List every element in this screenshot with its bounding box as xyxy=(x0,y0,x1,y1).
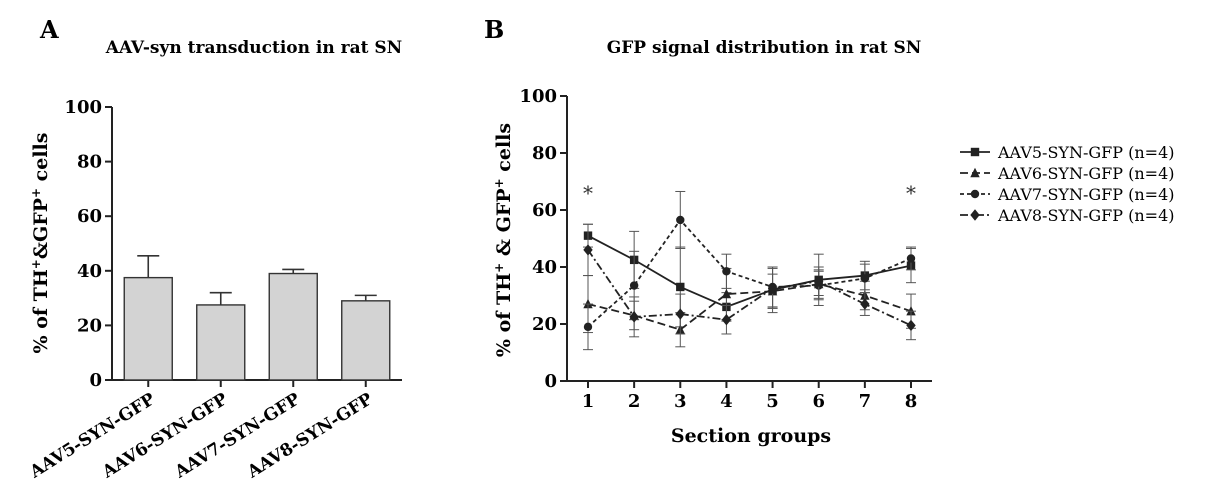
series-line xyxy=(587,234,912,308)
panel-b-series: * * xyxy=(583,181,916,351)
y-tick-label: 60 xyxy=(532,200,557,221)
y-tick-label: 80 xyxy=(77,152,102,173)
panel-b-axes: 0 20 40 60 80 100 1 2 3 4 5 6 7 8 xyxy=(519,86,932,412)
panel-b-legend: AAV5-SYN-GFP (n=4) AAV6-SYN-GFP (n=4) AAV7… xyxy=(960,143,1175,225)
y-tick-label: 40 xyxy=(77,261,102,282)
panel-b-title: GFP signal distribution in rat SN xyxy=(607,38,922,58)
ylabel-part: &GFP xyxy=(30,198,52,259)
data-point xyxy=(629,281,639,290)
data-point xyxy=(583,322,593,332)
y-tick-label: 0 xyxy=(544,371,557,392)
ylabel-part: % of TH xyxy=(30,269,52,353)
data-point xyxy=(675,308,685,320)
x-tick-label: 1 xyxy=(582,391,595,412)
panel-b: B GFP signal distribution in rat SN % of… xyxy=(484,15,1175,447)
x-tick-label: 5 xyxy=(766,391,779,412)
y-tick-label: 40 xyxy=(532,257,557,278)
bar xyxy=(123,276,173,381)
panel-a: A AAV-syn transduction in rat SN % of TH… xyxy=(26,15,403,483)
x-tick-label: AAV5-SYN-GFP xyxy=(26,389,159,483)
x-tick-label: AAV8-SYN-GFP xyxy=(243,389,376,483)
x-tick-label: 4 xyxy=(720,391,733,412)
data-point xyxy=(629,311,639,323)
y-tick-label: 20 xyxy=(532,314,557,335)
panel-a-y-axis-label: % of TH+&GFP+ cells xyxy=(29,133,52,354)
legend-marker xyxy=(970,209,980,221)
x-tick-label: 3 xyxy=(674,391,687,412)
data-point xyxy=(906,254,916,263)
data-point xyxy=(767,282,778,295)
legend-label: AAV8-SYN-GFP (n=4) xyxy=(997,206,1175,225)
bar xyxy=(196,304,246,381)
ylabel-superscript: + xyxy=(492,178,506,188)
series-4 xyxy=(583,223,916,341)
data-point xyxy=(814,275,824,287)
data-point xyxy=(860,298,870,310)
panel-a-axes: 0 20 40 60 80 100 AAV5-SYN-GFPAAV6-SYN-GFPAAV7… xyxy=(26,97,402,483)
ylabel-superscript: + xyxy=(29,188,43,198)
y-tick-label: 60 xyxy=(77,206,102,227)
y-tick-label: 80 xyxy=(532,143,557,164)
y-tick-label: 20 xyxy=(77,315,102,336)
y-tick-label: 100 xyxy=(519,86,557,107)
ylabel-superscript: + xyxy=(29,259,43,269)
legend-label: AAV6-SYN-GFP (n=4) xyxy=(997,164,1175,183)
ylabel-part: cells xyxy=(30,133,52,188)
data-point xyxy=(721,288,732,299)
panel-label-b: B xyxy=(484,15,504,44)
bar xyxy=(341,300,391,381)
legend-marker xyxy=(970,189,980,199)
ylabel-part: & GFP xyxy=(493,188,515,262)
y-tick-label: 0 xyxy=(89,370,102,391)
panel-b-y-axis-label: % of TH+ & GFP+ cells xyxy=(492,123,515,357)
data-point xyxy=(721,314,732,326)
panel-label-a: A xyxy=(39,15,59,44)
data-point xyxy=(676,215,685,225)
legend-marker xyxy=(970,147,980,157)
data-point xyxy=(906,319,916,332)
ylabel-part: cells xyxy=(493,123,515,178)
x-tick-label: 8 xyxy=(905,391,918,412)
x-tick-label: 6 xyxy=(812,391,825,412)
ylabel-part: % of TH xyxy=(493,273,515,357)
legend-label: AAV7-SYN-GFP (n=4) xyxy=(997,185,1175,204)
x-tick-label: AAV7-SYN-GFP xyxy=(171,389,304,483)
x-tick-label: AAV6-SYN-GFP xyxy=(98,389,231,483)
data-point xyxy=(676,282,685,292)
series-line xyxy=(587,283,912,331)
significance-asterisk: * xyxy=(906,181,916,205)
x-tick-label: 7 xyxy=(859,391,872,412)
legend-marker xyxy=(970,167,980,178)
y-tick-label: 100 xyxy=(64,97,102,118)
panel-a-bars xyxy=(123,254,391,381)
significance-asterisk: * xyxy=(583,181,593,205)
ylabel-superscript: + xyxy=(492,263,506,273)
x-tick-label: 2 xyxy=(628,391,641,412)
series-line xyxy=(587,218,912,328)
legend-label: AAV5-SYN-GFP (n=4) xyxy=(997,143,1175,162)
data-point xyxy=(860,274,870,283)
panel-a-title: AAV-syn transduction in rat SN xyxy=(105,38,402,58)
data-point xyxy=(583,244,593,256)
data-point xyxy=(722,267,731,276)
bar xyxy=(268,272,318,381)
panel-b-x-axis-label: Section groups xyxy=(671,425,831,447)
series-3 xyxy=(583,190,916,351)
